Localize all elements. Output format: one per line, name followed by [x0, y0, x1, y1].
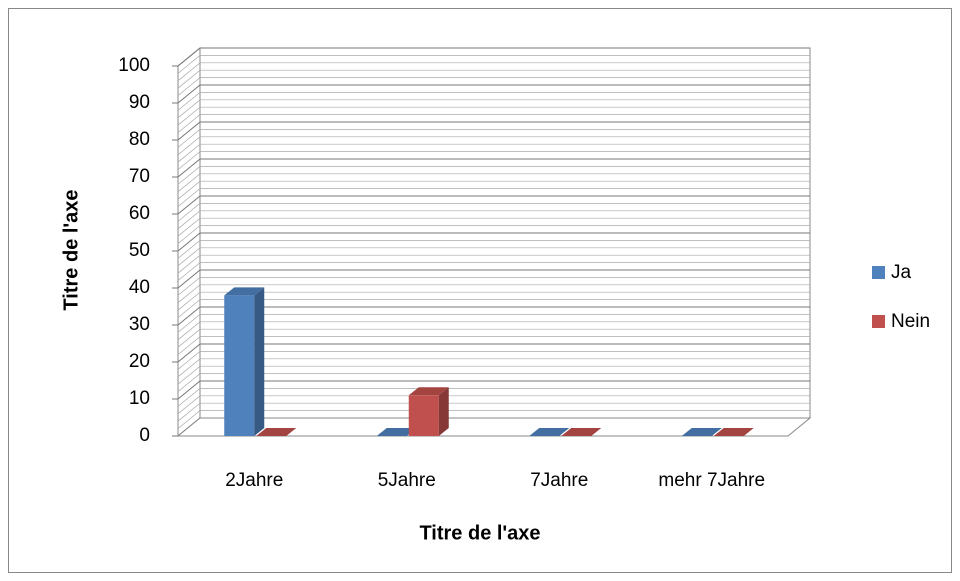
bar-top	[681, 428, 722, 436]
bar	[408, 395, 439, 436]
x-tick-label: 2Jahre	[225, 470, 283, 491]
minor-grid-line	[177, 180, 810, 200]
grid-line	[177, 343, 810, 363]
bar-side	[438, 387, 449, 436]
grid-line	[177, 47, 810, 67]
minor-grid-line	[177, 291, 810, 311]
minor-grid-line	[177, 92, 810, 111]
grid-line	[177, 232, 810, 252]
minor-grid-line	[177, 402, 810, 422]
y-tick-label: 50	[129, 240, 150, 261]
bar-side	[254, 287, 265, 436]
grid-line	[177, 84, 810, 104]
y-tick-label: 70	[129, 166, 150, 187]
x-tick-label: 7Jahre	[530, 470, 588, 491]
y-tick-label: 100	[118, 55, 150, 76]
minor-grid-line	[177, 106, 810, 126]
bar-top	[256, 428, 297, 436]
y-tick-label: 60	[129, 203, 150, 224]
y-tick-label: 0	[139, 425, 150, 446]
y-tick-label: 10	[129, 388, 150, 409]
y-tick-label: 90	[129, 92, 150, 113]
minor-grid-line	[177, 77, 810, 96]
bar	[224, 295, 255, 436]
minor-grid-line	[177, 365, 810, 385]
y-tick-label: 20	[129, 351, 150, 372]
bar-top	[561, 428, 602, 436]
grid-line	[177, 195, 810, 215]
y-tick-label: 80	[129, 129, 150, 150]
legend-swatch	[872, 266, 885, 279]
minor-grid-line	[177, 410, 810, 429]
x-tick-label: 5Jahre	[378, 470, 436, 491]
x-tick-label: mehr 7Jahre	[658, 470, 765, 491]
x-axis-title: Titre de l'axe	[419, 522, 540, 544]
minor-grid-line	[177, 247, 810, 267]
minor-grid-line	[177, 203, 810, 222]
y-tick-label: 30	[129, 314, 150, 335]
minor-grid-line	[177, 151, 810, 170]
grid-line	[177, 380, 810, 400]
bar-top	[376, 428, 417, 436]
minor-grid-line	[177, 284, 810, 304]
minor-grid-line	[177, 225, 810, 244]
legend-swatch	[872, 315, 885, 328]
minor-grid-line	[177, 217, 810, 237]
grid-line	[177, 306, 810, 326]
minor-grid-line	[177, 62, 810, 82]
minor-grid-line	[177, 328, 810, 348]
minor-grid-line	[177, 321, 810, 341]
minor-grid-line	[177, 69, 810, 89]
minor-grid-line	[177, 55, 810, 74]
minor-grid-line	[177, 143, 810, 163]
grid-line	[177, 269, 810, 289]
minor-grid-line	[177, 129, 810, 148]
minor-grid-line	[177, 351, 810, 370]
minor-grid-line	[177, 395, 810, 415]
minor-grid-line	[177, 240, 810, 259]
minor-grid-line	[177, 373, 810, 392]
minor-grid-line	[177, 388, 810, 407]
bar-top	[713, 428, 754, 436]
grid-line	[177, 121, 810, 141]
minor-grid-line	[177, 314, 810, 333]
minor-grid-line	[177, 299, 810, 318]
minor-grid-line	[177, 277, 810, 296]
grid-line	[177, 158, 810, 178]
legend-label: Nein	[891, 311, 930, 332]
minor-grid-line	[177, 136, 810, 156]
minor-grid-line	[177, 336, 810, 355]
bar-top	[224, 287, 265, 296]
minor-grid-line	[177, 114, 810, 133]
minor-grid-line	[177, 173, 810, 193]
bar-top	[408, 387, 449, 396]
bar-top	[529, 428, 570, 436]
minor-grid-line	[177, 210, 810, 230]
minor-grid-line	[177, 99, 810, 119]
minor-grid-line	[177, 188, 810, 207]
y-tick-label: 40	[129, 277, 150, 298]
legend-label: Ja	[891, 262, 912, 283]
minor-grid-line	[177, 166, 810, 185]
minor-grid-line	[177, 254, 810, 274]
minor-grid-line	[177, 262, 810, 281]
minor-grid-line	[177, 358, 810, 378]
y-axis-title: Titre de l'axe	[60, 189, 82, 310]
